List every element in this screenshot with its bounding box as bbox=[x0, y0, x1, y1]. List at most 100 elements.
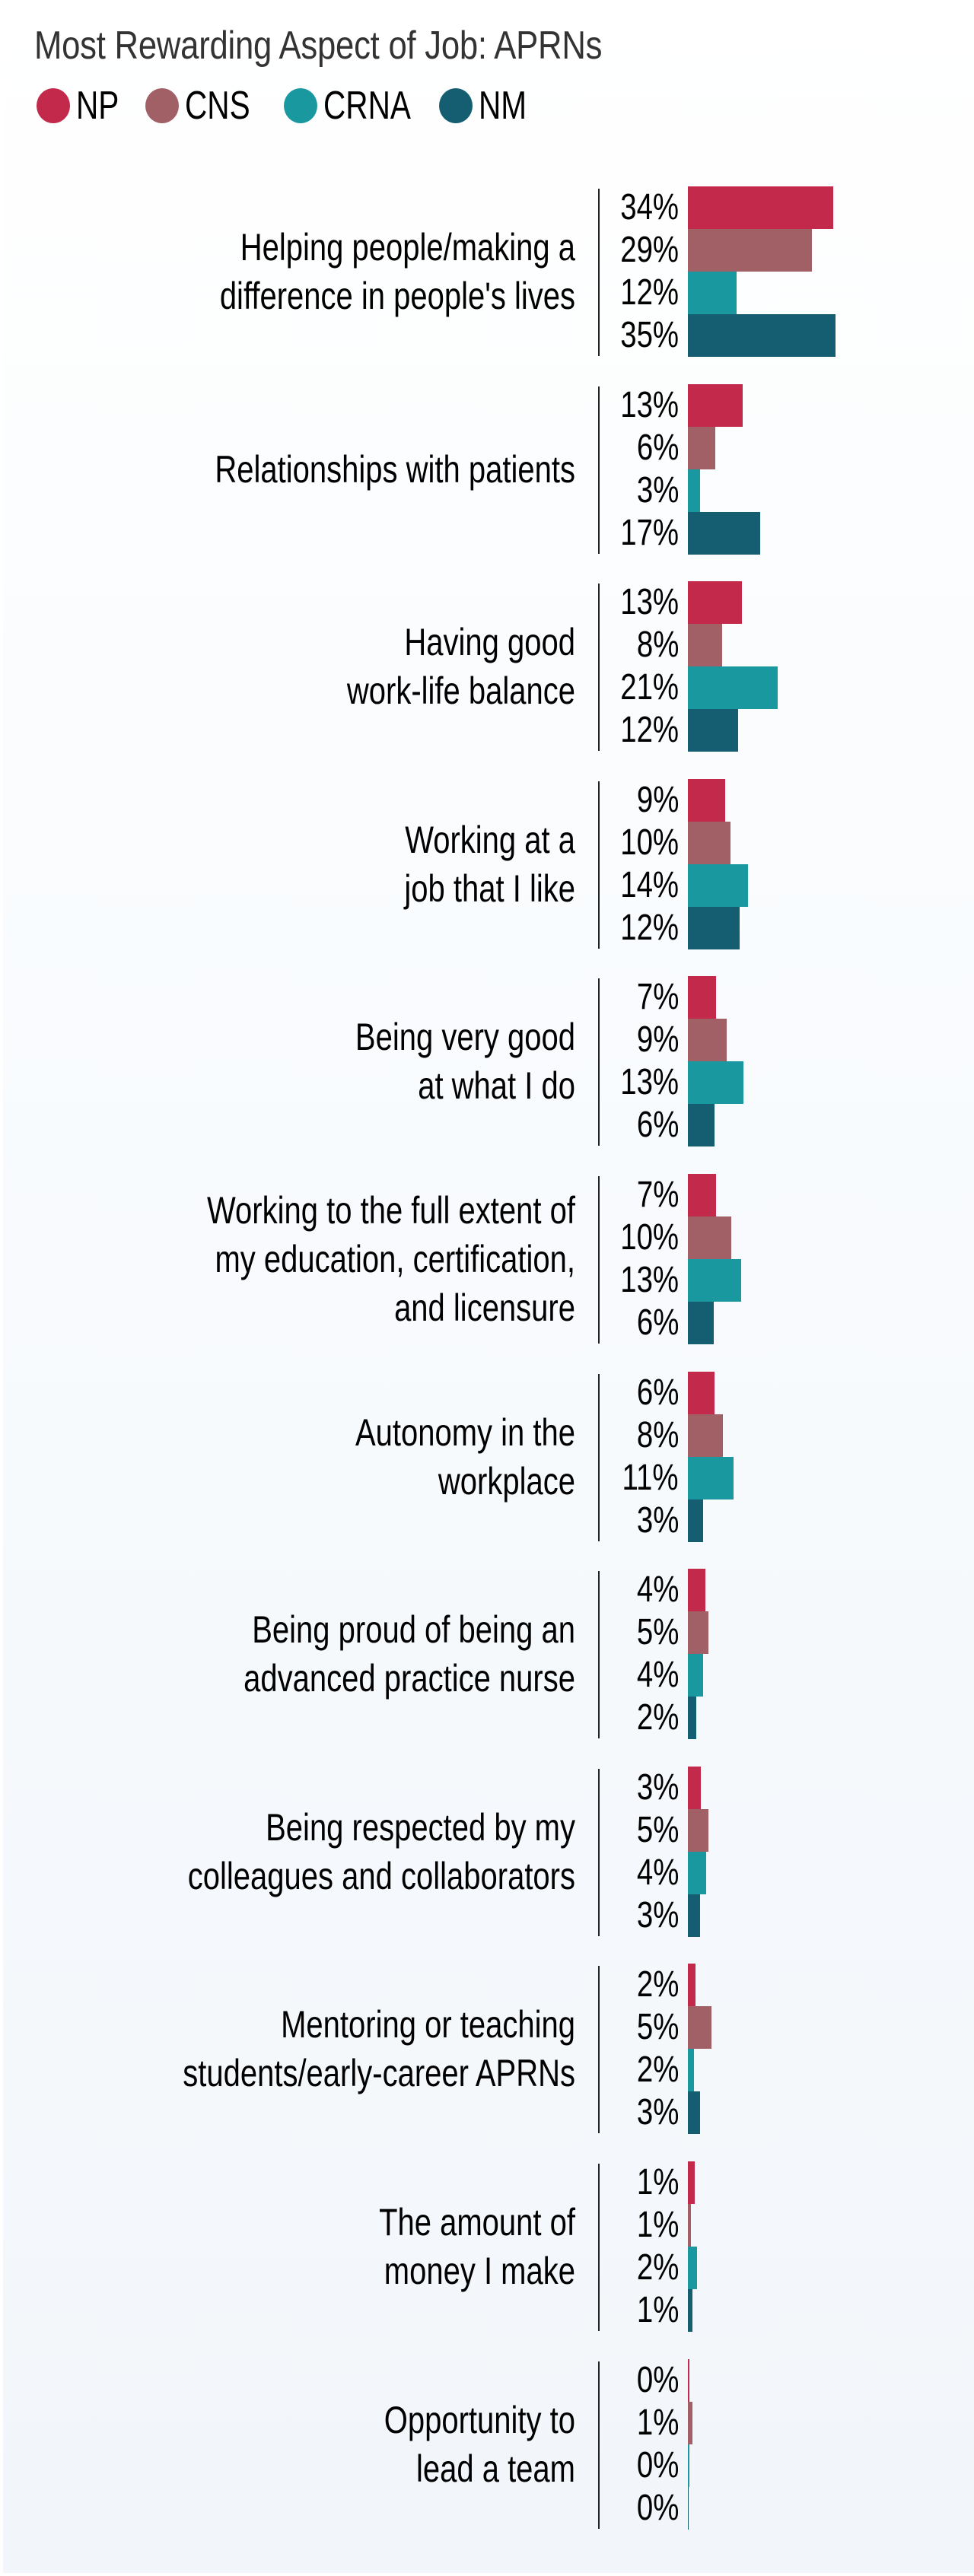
bar-cns bbox=[688, 624, 722, 667]
bar-row-np: 9% bbox=[600, 778, 974, 822]
bar-row-np: 3% bbox=[600, 1766, 974, 1809]
value-label: 6% bbox=[636, 1372, 680, 1413]
bar-crna bbox=[688, 1259, 741, 1302]
value-label: 4% bbox=[636, 1655, 680, 1696]
bar-row-np: 13% bbox=[600, 383, 974, 427]
value-label: 3% bbox=[636, 2092, 680, 2133]
value-label: 4% bbox=[636, 1569, 680, 1611]
value-label: 6% bbox=[636, 1302, 680, 1343]
category-label-text: Being proud of being an advanced practic… bbox=[244, 1608, 575, 1700]
value-label: 6% bbox=[636, 1105, 680, 1146]
bar-group: Being respected by my colleagues and col… bbox=[3, 1766, 974, 1937]
value-label: 7% bbox=[636, 1175, 680, 1215]
bar-row-crna: 2% bbox=[600, 2049, 974, 2092]
bar-crna bbox=[688, 2444, 689, 2487]
bar-cns bbox=[688, 1414, 723, 1457]
value-label: 1% bbox=[636, 2402, 680, 2443]
bar-group: Being very good at what I do 7% 9% 13% 6% bbox=[3, 976, 974, 1147]
bar-crna bbox=[688, 1061, 743, 1105]
bar-row-crna: 3% bbox=[600, 469, 974, 512]
bar-group: The amount of money I make 1% 1% 2% 1% bbox=[3, 2161, 974, 2332]
value-label: 13% bbox=[620, 384, 679, 425]
value-label: 35% bbox=[620, 315, 679, 355]
bar-row-nm: 0% bbox=[600, 2486, 974, 2530]
value-label: 1% bbox=[636, 2205, 680, 2245]
axis-line bbox=[598, 1176, 600, 1344]
value-label: 1% bbox=[636, 2162, 680, 2202]
bar-row-np: 1% bbox=[600, 2161, 974, 2204]
legend-label: NP bbox=[76, 84, 119, 128]
value-label: 11% bbox=[622, 1457, 679, 1498]
axis-line bbox=[598, 1373, 600, 1541]
bar-crna bbox=[688, 469, 701, 512]
bar-np bbox=[688, 2161, 695, 2204]
bar-group: Working at a job that I like 9% 10% 14% 12% bbox=[3, 778, 974, 949]
bar-group: Mentoring or teaching students/early-car… bbox=[3, 1964, 974, 2135]
chart-canvas: Most Rewarding Aspect of Job: APRNs NP C… bbox=[3, 0, 974, 2573]
bar-group: Autonomy in the workplace 6% 8% 11% 3% bbox=[3, 1371, 974, 1542]
category-label-text: Relationships with patients bbox=[215, 447, 575, 491]
bar-np bbox=[688, 1569, 705, 1612]
value-label: 3% bbox=[636, 1499, 680, 1541]
bar-row-nm: 3% bbox=[600, 1499, 974, 1542]
bar-row-np: 2% bbox=[600, 1964, 974, 2007]
bar-row-crna: 12% bbox=[600, 272, 974, 314]
bar-row-cns: 10% bbox=[600, 1216, 974, 1259]
axis-line bbox=[598, 1571, 600, 1739]
bar-group: Helping people/making a difference in pe… bbox=[3, 186, 974, 357]
value-label: 0% bbox=[636, 2487, 680, 2528]
bar-crna bbox=[688, 272, 737, 314]
bar-row-crna: 4% bbox=[600, 1851, 974, 1894]
bar-row-nm: 3% bbox=[600, 2091, 974, 2135]
bar-crna bbox=[688, 2247, 697, 2289]
chart-title: Most Rewarding Aspect of Job: APRNs bbox=[34, 24, 603, 68]
value-label: 17% bbox=[620, 512, 679, 553]
category-label-text: Being respected by my colleagues and col… bbox=[187, 1805, 575, 1897]
bar-group: Working to the full extent of my educati… bbox=[3, 1174, 974, 1344]
value-label: 7% bbox=[636, 977, 680, 1018]
bar-crna bbox=[688, 2049, 695, 2092]
value-label: 10% bbox=[620, 1217, 679, 1258]
value-label: 8% bbox=[636, 1414, 680, 1455]
value-label: 9% bbox=[636, 1019, 680, 1061]
bar-row-np: 13% bbox=[600, 581, 974, 625]
value-label: 5% bbox=[636, 1612, 680, 1653]
category-label: Being respected by my colleagues and col… bbox=[27, 1767, 575, 1937]
category-label-text: Autonomy in the workplace bbox=[355, 1410, 575, 1503]
value-label: 8% bbox=[636, 625, 680, 666]
value-label: 3% bbox=[636, 1894, 680, 1935]
value-label: 5% bbox=[636, 2007, 680, 2048]
axis-line bbox=[598, 781, 600, 949]
bar-group: Being proud of being an advanced practic… bbox=[3, 1569, 974, 1740]
bar-row-nm: 1% bbox=[600, 2289, 974, 2332]
value-label: 14% bbox=[620, 864, 679, 905]
category-label-text: The amount of money I make bbox=[379, 2201, 575, 2292]
bar-row-cns: 9% bbox=[600, 1019, 974, 1062]
category-label-text: Working to the full extent of my educati… bbox=[207, 1189, 575, 1329]
bar-row-cns: 8% bbox=[600, 624, 974, 667]
value-label: 29% bbox=[620, 230, 679, 270]
bar-row-np: 6% bbox=[600, 1371, 974, 1414]
bar-crna bbox=[688, 863, 748, 907]
bar-row-crna: 21% bbox=[600, 666, 974, 710]
bar-row-cns: 1% bbox=[600, 2401, 974, 2444]
bar-group: Having good work-life balance 13% 8% 21% 12% bbox=[3, 581, 974, 752]
bar-cns bbox=[688, 1808, 708, 1852]
bar-np bbox=[688, 186, 833, 229]
value-label: 3% bbox=[636, 469, 680, 510]
bar-np bbox=[688, 1766, 701, 1809]
value-label: 12% bbox=[620, 272, 679, 313]
value-label: 12% bbox=[620, 710, 679, 751]
bar-nm bbox=[688, 906, 740, 949]
bar-row-nm: 17% bbox=[600, 511, 974, 555]
axis-line bbox=[598, 2164, 600, 2331]
bar-cns bbox=[688, 229, 812, 272]
bar-row-nm: 12% bbox=[600, 709, 974, 752]
value-label: 0% bbox=[636, 2444, 680, 2485]
category-label: Helping people/making a difference in pe… bbox=[27, 186, 575, 357]
value-label: 10% bbox=[620, 822, 679, 863]
bar-crna bbox=[688, 1654, 704, 1697]
bar-nm bbox=[688, 1104, 715, 1147]
value-label: 2% bbox=[636, 2247, 680, 2288]
axis-line bbox=[598, 386, 600, 554]
